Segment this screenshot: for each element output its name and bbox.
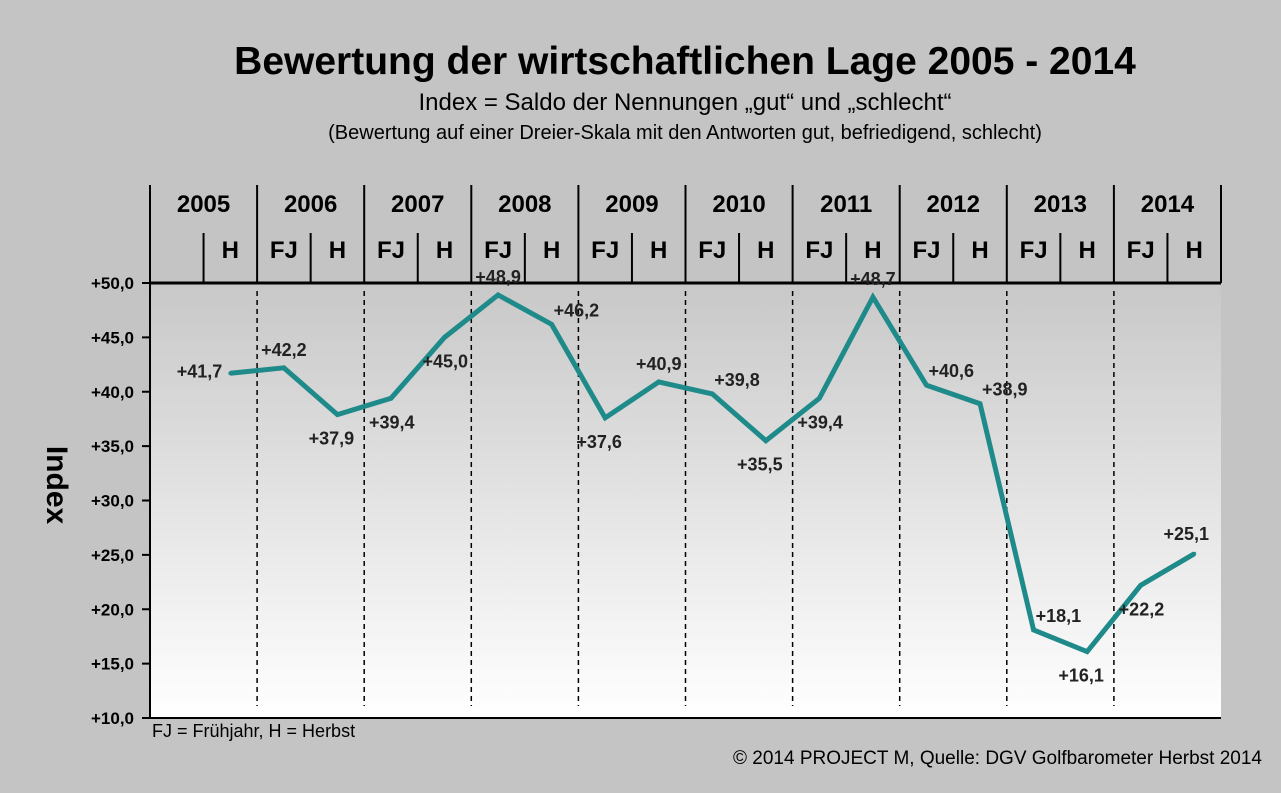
data-label: +37,9 bbox=[309, 429, 355, 449]
series-line-group bbox=[228, 291, 1197, 655]
year-label: 2012 bbox=[927, 191, 980, 218]
data-point bbox=[1192, 551, 1197, 556]
data-label: +40,9 bbox=[636, 354, 682, 374]
data-point bbox=[710, 391, 715, 396]
season-label: H bbox=[436, 237, 453, 264]
data-label: +37,6 bbox=[576, 432, 622, 452]
season-label: H bbox=[971, 237, 988, 264]
data-label: +35,5 bbox=[737, 455, 783, 475]
data-point bbox=[763, 438, 768, 443]
season-label: FJ bbox=[484, 237, 512, 264]
data-point bbox=[924, 383, 929, 388]
y-axis-label: Index bbox=[40, 446, 73, 525]
y-tick-label: +25,0 bbox=[91, 546, 134, 565]
year-label: 2013 bbox=[1034, 191, 1087, 218]
season-label: FJ bbox=[591, 237, 619, 264]
season-label: H bbox=[543, 237, 560, 264]
data-label: +38,9 bbox=[982, 380, 1028, 400]
season-label: H bbox=[1078, 237, 1095, 264]
year-label: 2005 bbox=[177, 191, 230, 218]
data-label: +16,1 bbox=[1058, 666, 1104, 686]
data-label: +48,7 bbox=[850, 269, 896, 289]
data-label: +25,1 bbox=[1163, 524, 1209, 544]
year-dividers bbox=[256, 291, 1115, 706]
y-tick-label: +20,0 bbox=[91, 600, 134, 619]
period-header: 2005 2006 2007 2008 2009 2010 2011 2012 2013 2014… bbox=[149, 185, 1222, 285]
season-label: H bbox=[864, 237, 881, 264]
data-point bbox=[870, 295, 875, 300]
season-label: H bbox=[222, 237, 239, 264]
year-label: 2006 bbox=[284, 191, 337, 218]
year-label: 2014 bbox=[1141, 191, 1195, 218]
data-point bbox=[442, 335, 447, 340]
year-label: 2007 bbox=[391, 191, 444, 218]
data-label: +40,6 bbox=[928, 361, 974, 381]
season-label: FJ bbox=[698, 237, 726, 264]
source-note: © 2014 PROJECT M, Quelle: DGV Golfbarome… bbox=[733, 748, 1262, 769]
data-label: +48,9 bbox=[475, 267, 521, 287]
year-label: 2011 bbox=[820, 191, 872, 218]
y-tick-label: +15,0 bbox=[91, 655, 134, 674]
y-tick-label: +45,0 bbox=[91, 328, 134, 347]
data-label: +39,4 bbox=[369, 412, 415, 432]
y-tick-label: +40,0 bbox=[91, 383, 134, 402]
data-label: +22,2 bbox=[1119, 599, 1165, 619]
data-point bbox=[656, 379, 661, 384]
data-label: +39,8 bbox=[714, 370, 760, 390]
y-tick-label: +10,0 bbox=[91, 709, 134, 728]
data-point bbox=[817, 396, 822, 401]
chart-subtitle: Index = Saldo der Nennungen „gut“ und „s… bbox=[418, 89, 951, 116]
data-point bbox=[549, 322, 554, 327]
data-point bbox=[228, 371, 233, 376]
data-point bbox=[281, 365, 286, 370]
chart-subtitle-note: (Bewertung auf einer Dreier-Skala mit de… bbox=[328, 122, 1042, 144]
data-label: +41,7 bbox=[177, 361, 223, 381]
season-label: FJ bbox=[270, 237, 298, 264]
season-label: FJ bbox=[1127, 237, 1155, 264]
season-label: H bbox=[650, 237, 667, 264]
season-label: H bbox=[329, 237, 346, 264]
data-point bbox=[1085, 649, 1090, 654]
season-label: FJ bbox=[1020, 237, 1048, 264]
y-tick-label: +50,0 bbox=[91, 274, 134, 293]
data-label: +45,0 bbox=[423, 351, 469, 371]
data-label: +42,2 bbox=[261, 340, 307, 360]
year-label: 2010 bbox=[712, 191, 765, 218]
data-point bbox=[978, 401, 983, 406]
data-point bbox=[603, 415, 608, 420]
data-point bbox=[335, 412, 340, 417]
chart-title: Bewertung der wirtschaftlichen Lage 2005… bbox=[234, 40, 1136, 83]
data-label: +46,2 bbox=[554, 300, 600, 320]
season-label: H bbox=[757, 237, 774, 264]
y-tick-label: +30,0 bbox=[91, 492, 134, 511]
data-point bbox=[1031, 627, 1036, 632]
season-label: FJ bbox=[377, 237, 405, 264]
season-label: FJ bbox=[912, 237, 940, 264]
season-label: H bbox=[1186, 237, 1203, 264]
data-labels: +41,7 +42,2 +37,9 +39,4 +45,0 +48,9 +46,2 +37,6… bbox=[177, 267, 1209, 686]
year-label: 2009 bbox=[605, 191, 658, 218]
season-legend-note: FJ = Frühjahr, H = Herbst bbox=[152, 721, 355, 741]
year-label: 2008 bbox=[498, 191, 551, 218]
data-point bbox=[1138, 583, 1143, 588]
data-point bbox=[496, 292, 501, 297]
y-tick-label: +35,0 bbox=[91, 437, 134, 456]
data-label: +39,4 bbox=[797, 412, 843, 432]
season-label: FJ bbox=[805, 237, 833, 264]
data-label: +18,1 bbox=[1036, 606, 1082, 626]
y-axis: +10,0 +15,0 +20,0 +25,0 +30,0 +35,0 +40,0 +45,0… bbox=[91, 274, 1221, 728]
data-point bbox=[388, 396, 393, 401]
